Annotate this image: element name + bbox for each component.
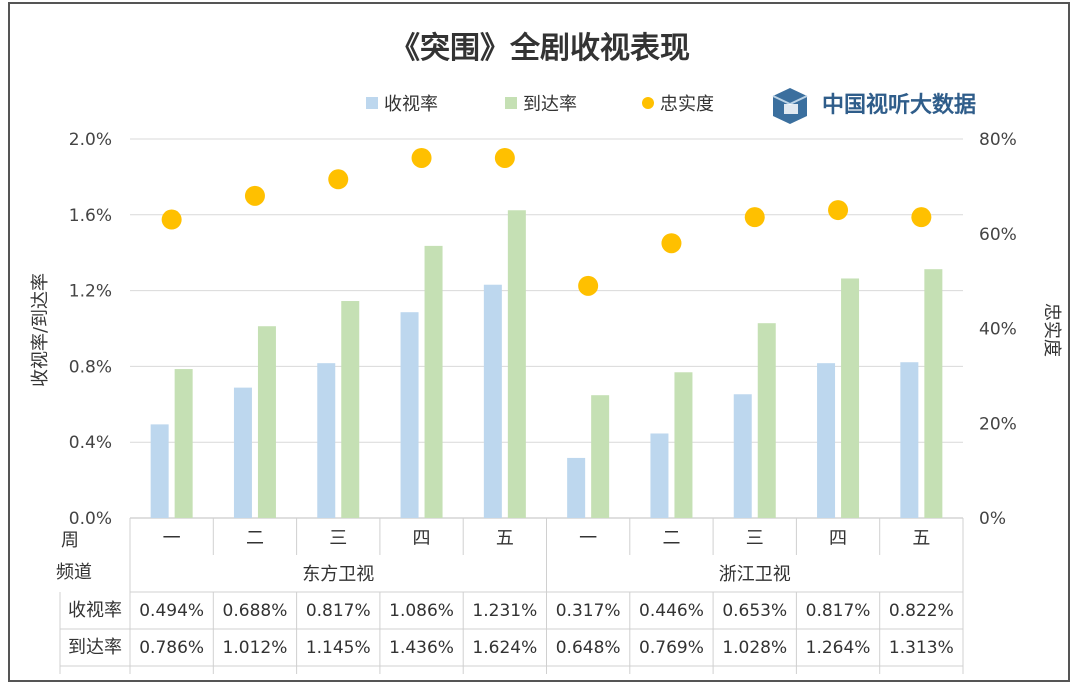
right-axis-ticks: 0% 20% 40% 60% 80% xyxy=(979,130,1017,529)
bar-rating xyxy=(650,433,669,518)
left-tick-label: 1.2% xyxy=(69,282,112,302)
bar-rating xyxy=(483,284,502,518)
left-axis-label: 收视率/到达率 xyxy=(30,273,51,387)
point-loyalty xyxy=(244,185,265,206)
row-label-series: 到达率 xyxy=(68,637,122,658)
bar-reach xyxy=(507,210,526,518)
brand-name: 中国视听大数据 xyxy=(822,92,976,118)
bar-reach xyxy=(341,301,360,518)
left-tick-label: 1.6% xyxy=(69,206,112,226)
point-loyalty xyxy=(578,275,599,296)
bar-rating xyxy=(150,424,169,518)
table-cell-value: 0.817% xyxy=(306,601,371,621)
left-tick-label: 0.0% xyxy=(69,509,112,529)
table-cell-value: 1.012% xyxy=(223,638,288,658)
right-tick-label: 80% xyxy=(979,130,1017,150)
point-loyalty xyxy=(661,233,682,254)
point-loyalty xyxy=(744,207,765,228)
bar-reach xyxy=(924,269,943,518)
table-cell-value: 0.653% xyxy=(722,601,787,621)
point-loyalty xyxy=(328,169,349,190)
bar-reach xyxy=(757,323,776,518)
table-cell-value: 0.822% xyxy=(889,601,954,621)
right-tick-label: 0% xyxy=(979,509,1006,529)
chart-title: 《突围》全剧收视表现 xyxy=(390,31,690,66)
table-cell-value: 1.624% xyxy=(472,638,537,658)
bar-rating xyxy=(233,387,252,518)
left-tick-label: 2.0% xyxy=(69,130,112,150)
row-label-week: 周 xyxy=(61,530,79,551)
bar-rating xyxy=(317,363,336,518)
legend: 收视率 到达率 忠实度 xyxy=(366,94,714,115)
bars xyxy=(150,210,943,519)
category-label: 三 xyxy=(329,528,347,549)
category-label: 四 xyxy=(413,528,431,549)
point-loyalty xyxy=(161,209,182,230)
category-label: 五 xyxy=(496,528,514,549)
bar-rating xyxy=(733,394,752,518)
bar-reach xyxy=(674,372,693,518)
table-cell-value: 0.494% xyxy=(139,601,204,621)
category-label: 一 xyxy=(579,528,597,549)
table-cell-value: 1.028% xyxy=(722,638,787,658)
brand-tv-icon xyxy=(772,88,808,124)
bar-reach xyxy=(257,326,276,518)
left-tick-label: 0.4% xyxy=(69,433,112,453)
legend-swatch-rating xyxy=(366,97,378,109)
category-label: 一 xyxy=(163,528,181,549)
left-axis-ticks: 0.0% 0.4% 0.8% 1.2% 1.6% 2.0% xyxy=(69,130,112,529)
table-cell-value: 0.446% xyxy=(639,601,704,621)
brand-logo: 中国视听大数据 xyxy=(772,88,976,124)
table-cell-value: 0.786% xyxy=(139,638,204,658)
bar-rating xyxy=(400,312,419,518)
table-cell-value: 0.688% xyxy=(223,601,288,621)
row-label-series: 收视率 xyxy=(68,600,122,621)
bar-rating xyxy=(567,457,586,518)
loyalty-points xyxy=(161,147,932,296)
right-tick-label: 60% xyxy=(979,225,1017,245)
category-label: 二 xyxy=(246,528,264,549)
group-label: 东方卫视 xyxy=(302,564,374,585)
legend-label-reach: 到达率 xyxy=(523,94,577,115)
table-cell-value: 1.145% xyxy=(306,638,371,658)
group-label: 浙江卫视 xyxy=(719,564,791,585)
table-cell-value: 0.817% xyxy=(806,601,871,621)
table-cell-value: 0.769% xyxy=(639,638,704,658)
chart-frame xyxy=(8,2,1070,682)
point-loyalty xyxy=(911,207,932,228)
bar-rating xyxy=(900,362,919,518)
category-label: 二 xyxy=(662,528,680,549)
bar-reach xyxy=(841,278,860,518)
table-cell-value: 1.264% xyxy=(806,638,871,658)
point-loyalty xyxy=(411,147,432,168)
table-cell-value: 0.317% xyxy=(556,601,621,621)
bar-rating xyxy=(817,363,836,518)
legend-swatch-reach xyxy=(505,97,517,109)
legend-label-loyalty: 忠实度 xyxy=(660,94,714,115)
point-loyalty xyxy=(494,147,515,168)
legend-label-rating: 收视率 xyxy=(384,94,438,115)
right-tick-label: 20% xyxy=(979,414,1017,434)
left-tick-label: 0.8% xyxy=(69,357,112,377)
category-label: 三 xyxy=(746,528,764,549)
category-label: 五 xyxy=(912,528,930,549)
right-axis-label: 忠实度 xyxy=(1041,303,1062,357)
legend-marker-loyalty xyxy=(642,97,654,109)
bar-reach xyxy=(424,245,443,519)
row-label-channel: 频道 xyxy=(56,562,92,583)
table-cell-value: 0.648% xyxy=(556,638,621,658)
right-tick-label: 40% xyxy=(979,320,1017,340)
table-cell-value: 1.231% xyxy=(472,601,537,621)
bar-reach xyxy=(174,369,193,518)
table-cell-value: 1.313% xyxy=(889,638,954,658)
category-label: 四 xyxy=(829,528,847,549)
table-cell-value: 1.436% xyxy=(389,638,454,658)
table-cell-value: 1.086% xyxy=(389,601,454,621)
point-loyalty xyxy=(828,200,849,221)
bar-reach xyxy=(591,395,610,518)
